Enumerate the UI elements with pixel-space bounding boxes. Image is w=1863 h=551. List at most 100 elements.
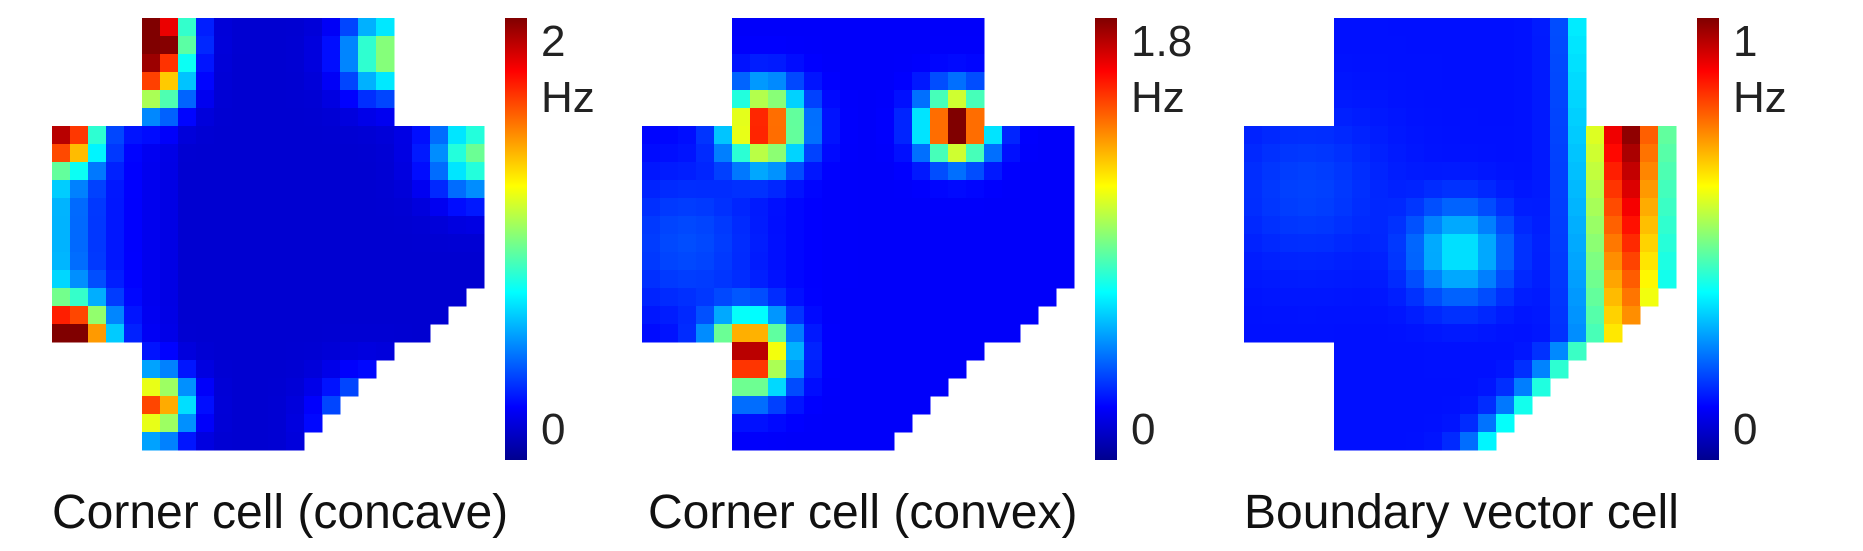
heatmap-cell <box>894 324 913 343</box>
heatmap-cell <box>304 180 323 199</box>
heatmap-cell <box>1020 216 1039 235</box>
heatmap-cell <box>1388 234 1407 253</box>
heatmap-cell <box>714 324 733 343</box>
heatmap-cell <box>1550 324 1569 343</box>
heatmap-cell <box>876 162 895 181</box>
heatmap-cell <box>786 342 805 361</box>
heatmap-cell <box>466 270 485 289</box>
heatmap-cell <box>358 360 377 379</box>
heatmap-cell <box>1370 252 1389 271</box>
heatmap-cell <box>250 144 269 163</box>
heatmap-cell <box>1388 216 1407 235</box>
heatmap-cell <box>70 162 89 181</box>
heatmap-cell <box>214 108 233 127</box>
heatmap-cell <box>412 162 431 181</box>
chart-title: Corner cell (convex) <box>648 486 1078 539</box>
heatmap-cell <box>340 36 359 55</box>
heatmap-cell <box>1442 54 1461 73</box>
heatmap-cell <box>1298 252 1317 271</box>
heatmap-cell <box>858 18 877 37</box>
heatmap-cell <box>1442 198 1461 217</box>
heatmap-cell <box>984 324 1003 343</box>
heatmap-cell <box>394 126 413 145</box>
colorbar-bvc <box>1697 18 1719 460</box>
heatmap-cell <box>768 36 787 55</box>
heatmap-cell <box>142 216 161 235</box>
heatmap-cell <box>178 180 197 199</box>
heatmap-cell <box>1388 144 1407 163</box>
heatmap-cell <box>1244 162 1263 181</box>
heatmap-cell <box>858 396 877 415</box>
heatmap-cell <box>1532 36 1551 55</box>
heatmap-cell <box>1478 288 1497 307</box>
heatmap-cell <box>214 90 233 109</box>
heatmap-cell <box>1568 198 1587 217</box>
heatmap-cell <box>642 324 661 343</box>
heatmap-cell <box>1244 126 1263 145</box>
heatmap-cell <box>876 288 895 307</box>
heatmap-cell <box>894 36 913 55</box>
heatmap-cell <box>358 108 377 127</box>
heatmap-cell <box>124 288 143 307</box>
heatmap-cell <box>52 162 71 181</box>
heatmap-cell <box>876 414 895 433</box>
heatmap-cell <box>340 126 359 145</box>
heatmap-cell <box>304 36 323 55</box>
heatmap-cell <box>1370 378 1389 397</box>
heatmap-cell <box>912 54 931 73</box>
heatmap-cell <box>1352 36 1371 55</box>
heatmap-cell <box>214 216 233 235</box>
heatmap-cell <box>1496 126 1515 145</box>
heatmap-cell <box>1496 234 1515 253</box>
heatmap-cell <box>1406 108 1425 127</box>
heatmap-cell <box>1586 306 1605 325</box>
heatmap-cell <box>1622 270 1641 289</box>
heatmap-cell <box>52 144 71 163</box>
colorbar-max-label: 1.8 <box>1131 17 1193 66</box>
heatmap-cell <box>1406 270 1425 289</box>
heatmap-cell <box>250 396 269 415</box>
heatmap-cell <box>1442 270 1461 289</box>
heatmap-cell <box>660 216 679 235</box>
heatmap-cell <box>1568 288 1587 307</box>
heatmap-cell <box>876 90 895 109</box>
heatmap-cell <box>1370 162 1389 181</box>
heatmap-cell <box>768 414 787 433</box>
heatmap-cell <box>912 162 931 181</box>
heatmap-cell <box>786 144 805 163</box>
heatmap-cell <box>786 108 805 127</box>
heatmap-cell <box>840 252 859 271</box>
heatmap-cell <box>124 234 143 253</box>
heatmap-cell <box>358 306 377 325</box>
heatmap-cell <box>304 108 323 127</box>
heatmap-cell <box>286 252 305 271</box>
heatmap-cell <box>966 18 985 37</box>
heatmap-cell <box>286 342 305 361</box>
heatmap-cell <box>1460 324 1479 343</box>
heatmap-cell <box>660 180 679 199</box>
heatmap-cell <box>894 342 913 361</box>
heatmap-cell <box>678 252 697 271</box>
heatmap-cell <box>286 432 305 451</box>
heatmap-cell <box>1298 234 1317 253</box>
heatmap-cell <box>214 360 233 379</box>
heatmap-cell <box>1370 108 1389 127</box>
heatmap-cell <box>1640 270 1659 289</box>
heatmap-cell <box>732 36 751 55</box>
heatmap-cell <box>1586 252 1605 271</box>
heatmap-cell <box>340 108 359 127</box>
heatmap-cell <box>304 306 323 325</box>
heatmap-cell <box>1002 252 1021 271</box>
heatmap-cell <box>1442 378 1461 397</box>
colorbar-max-label: 1 <box>1733 17 1758 66</box>
heatmap-cell <box>930 144 949 163</box>
heatmap-cell <box>1460 216 1479 235</box>
heatmap-cell <box>250 288 269 307</box>
heatmap-cell <box>768 432 787 451</box>
heatmap-cell <box>250 234 269 253</box>
heatmap-cell <box>948 324 967 343</box>
heatmap-cell <box>1038 162 1057 181</box>
heatmap-cell <box>1568 306 1587 325</box>
heatmap-cell <box>1568 216 1587 235</box>
heatmap-cell <box>1532 198 1551 217</box>
